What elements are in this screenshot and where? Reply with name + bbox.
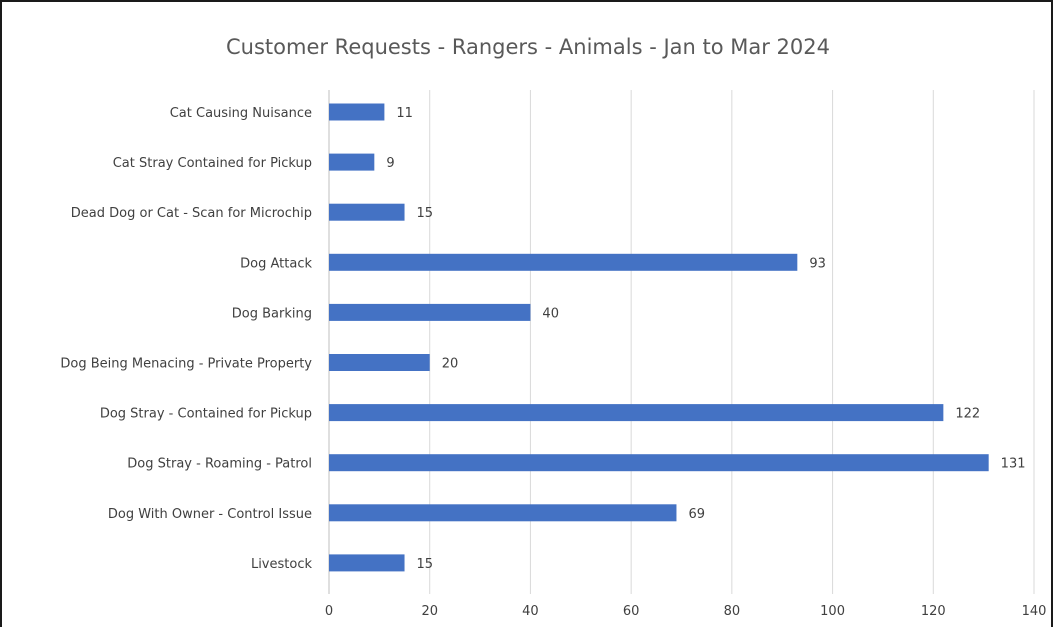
category-label: Dog Being Menacing - Private Property [60, 357, 312, 372]
data-label: 69 [688, 507, 705, 522]
category-label: Cat Causing Nuisance [170, 106, 312, 121]
bar [329, 554, 405, 572]
x-tick-label: 100 [820, 604, 845, 619]
x-tick-label: 40 [522, 604, 539, 619]
category-label: Dog Stray - Roaming - Patrol [127, 457, 312, 472]
x-tick-label: 80 [724, 604, 741, 619]
data-label: 122 [955, 407, 980, 422]
category-label: Livestock [251, 557, 313, 572]
bar [329, 103, 385, 121]
x-tick-label: 60 [623, 604, 640, 619]
category-label: Dog With Owner - Control Issue [108, 507, 312, 522]
category-label: Dog Attack [240, 256, 312, 271]
category-label: Dog Stray - Contained for Pickup [100, 407, 312, 422]
chart-title: Customer Requests - Rangers - Animals - … [226, 35, 830, 59]
x-tick-label: 20 [421, 604, 438, 619]
category-label: Cat Stray Contained for Pickup [113, 156, 312, 171]
data-label: 131 [1001, 457, 1026, 472]
data-label: 11 [396, 106, 413, 121]
gridlines [328, 90, 1035, 594]
bar [329, 454, 989, 472]
bar [329, 504, 677, 522]
data-label: 15 [417, 557, 434, 572]
data-label: 20 [442, 357, 459, 372]
x-tick-label: 140 [1022, 604, 1047, 619]
category-label: Dead Dog or Cat - Scan for Microchip [71, 206, 312, 221]
category-labels: Cat Causing Nuisance Cat Stray Contained … [60, 106, 312, 572]
x-tick-label: 0 [325, 604, 333, 619]
data-label: 93 [809, 256, 826, 271]
bar [329, 203, 405, 221]
x-tick-label: 120 [921, 604, 946, 619]
bar [329, 153, 375, 171]
data-label: 15 [417, 206, 434, 221]
category-label: Dog Barking [232, 306, 312, 321]
bars [329, 103, 989, 572]
bar [329, 404, 944, 422]
bar [329, 253, 798, 271]
bar [329, 303, 531, 321]
data-labels: 11 9 15 93 40 20 122 131 69 15 [386, 106, 1025, 572]
x-axis-ticks: 0 20 40 60 80 100 120 140 [325, 604, 1047, 619]
data-label: 9 [386, 156, 394, 171]
bar [329, 354, 430, 371]
data-label: 40 [542, 306, 559, 321]
